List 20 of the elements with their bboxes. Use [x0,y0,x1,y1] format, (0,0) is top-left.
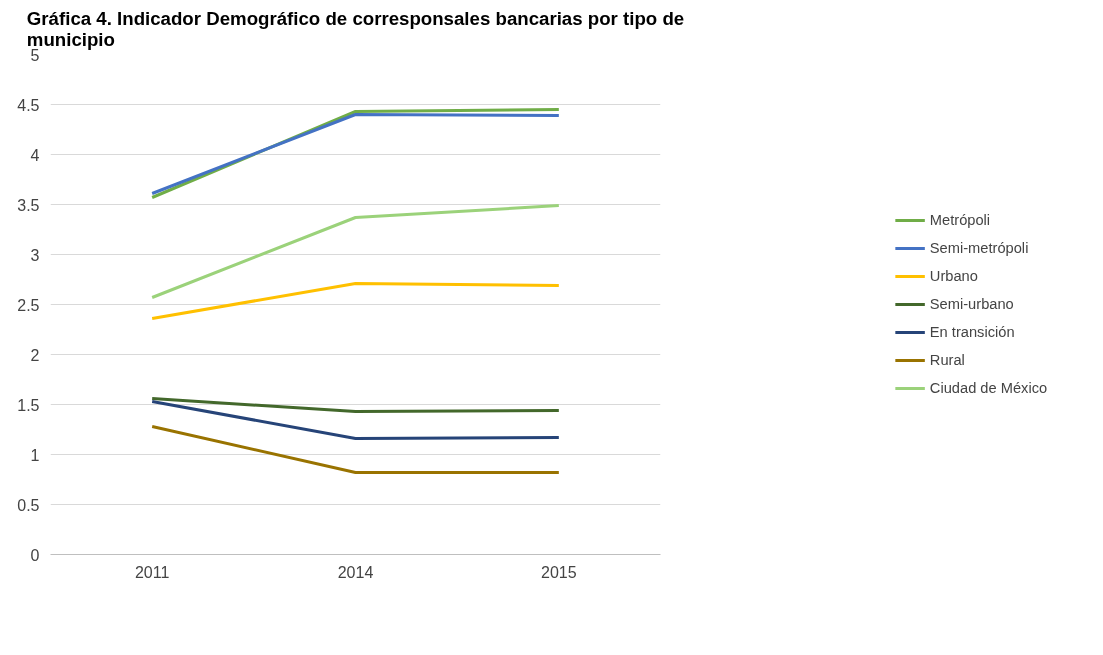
y-tick-label: 4.5 [17,96,40,114]
legend-label: Semi-metrópoli [929,240,1029,256]
y-tick-label: 1.5 [17,396,40,414]
y-tick-label: 1 [30,446,40,464]
legend-label: Urbano [929,268,978,284]
legend-label: Semi-urbano [929,296,1014,312]
legend-label: Ciudad de México [929,380,1048,396]
y-tick-label: 2.5 [17,296,40,314]
y-tick-label: 0.5 [17,496,40,514]
x-tick-label: 2011 [134,563,170,581]
x-tick-label: 2015 [541,563,577,581]
y-tick-label: 2 [30,346,40,364]
legend-label: Rural [929,352,965,368]
y-tick-label: 3 [30,246,40,264]
legend-label: En transición [929,324,1015,340]
y-tick-label: 0 [30,546,40,564]
y-tick-label: 4 [30,146,40,164]
y-tick-label: 3.5 [17,196,40,214]
legend-label: Metrópoli [929,212,991,228]
x-tick-label: 2014 [337,563,374,581]
